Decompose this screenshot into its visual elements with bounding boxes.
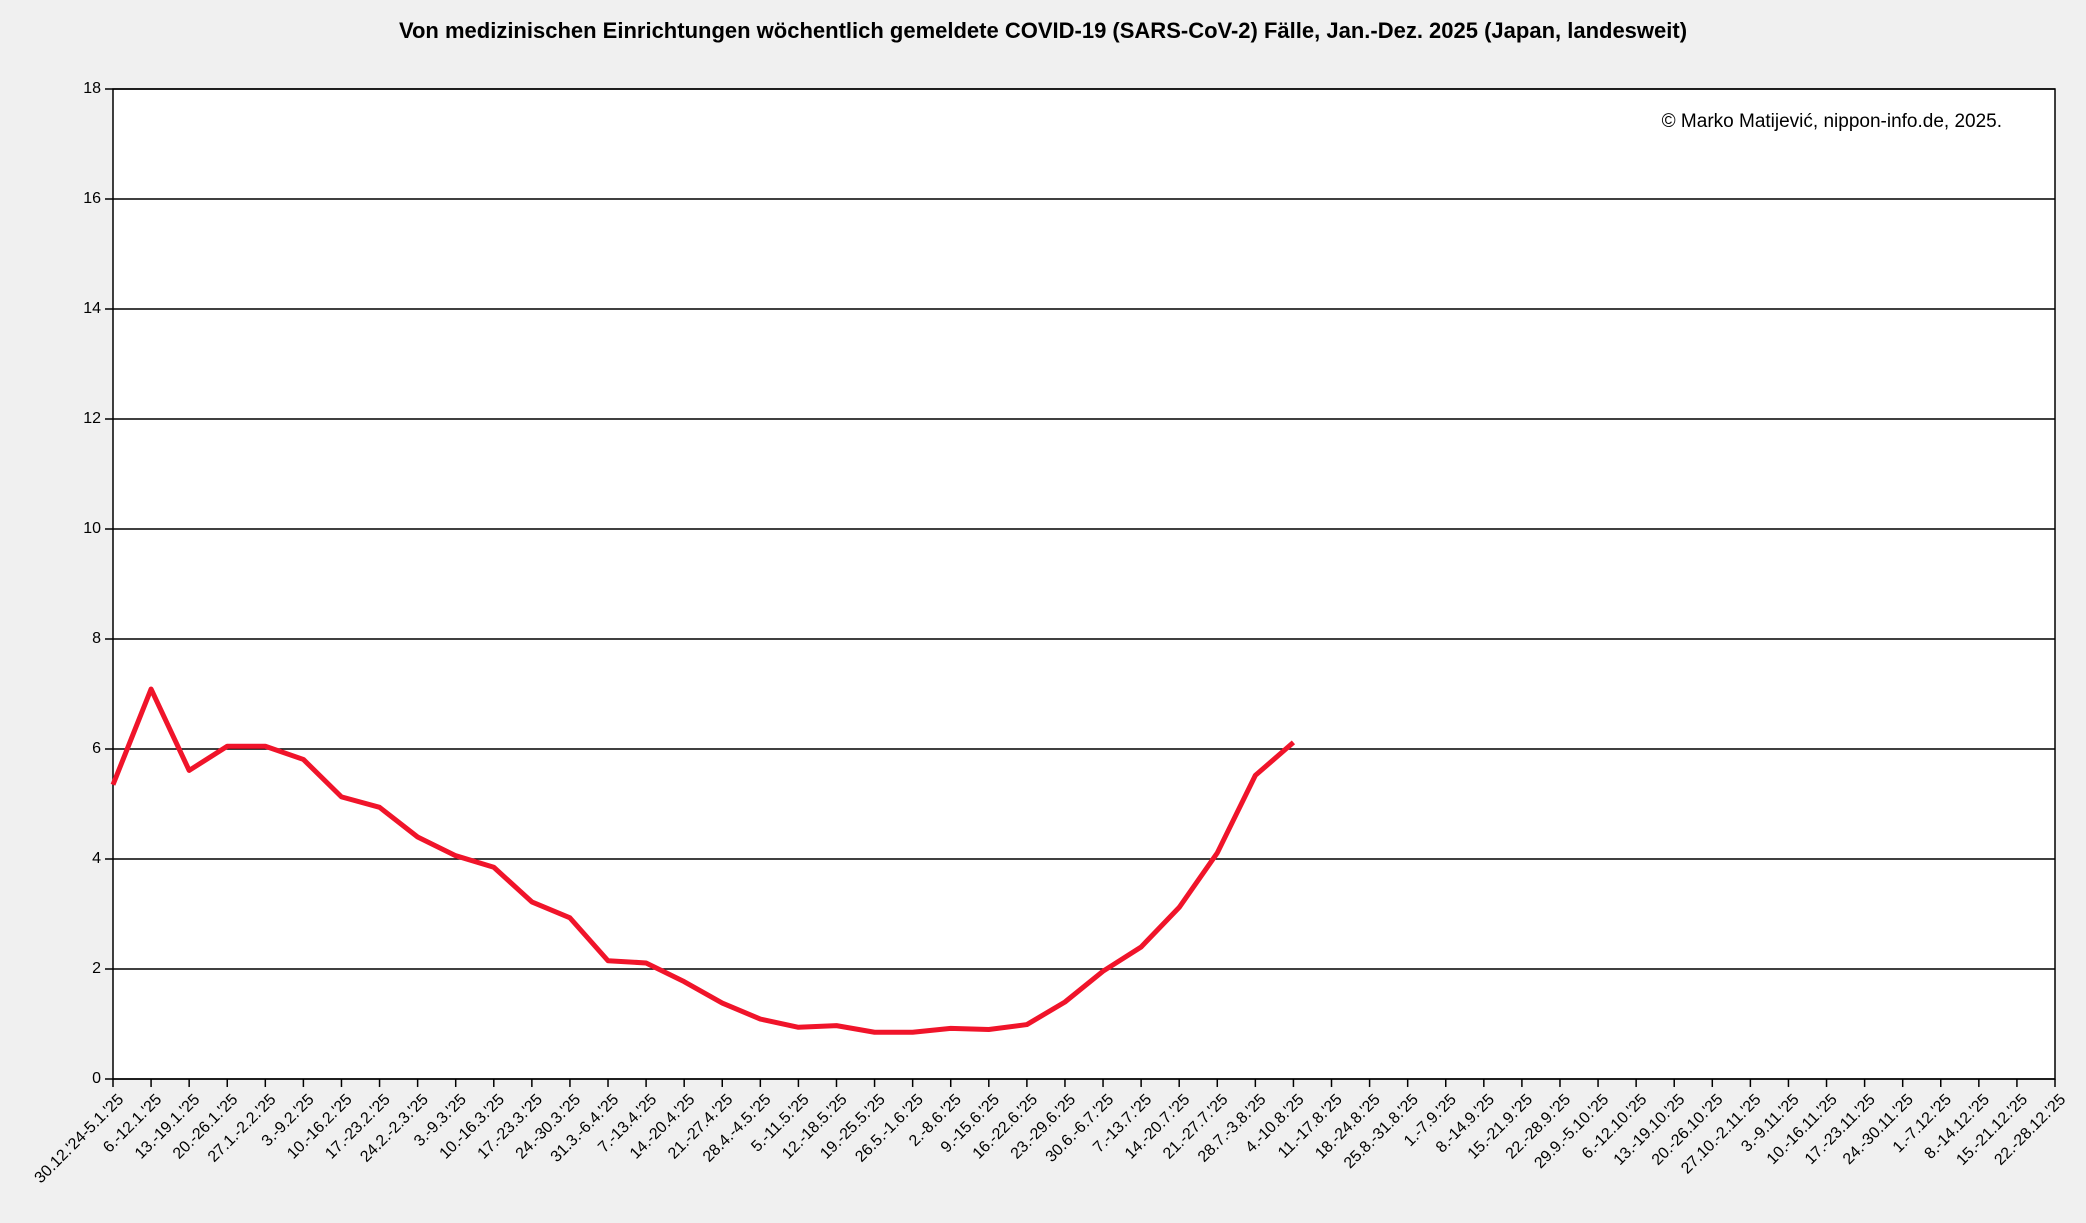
y-tick-label: 0 bbox=[92, 1070, 101, 1087]
annotation: © Marko Matijević, nippon-info.de, 2025. bbox=[1662, 111, 2002, 132]
plot-frame bbox=[112, 88, 2056, 1080]
chart-title: Von medizinischen Einrichtungen wöchentl… bbox=[399, 18, 1687, 43]
y-tick-label: 6 bbox=[92, 740, 101, 757]
y-tick-label: 4 bbox=[92, 850, 101, 867]
y-tick-label: 16 bbox=[83, 190, 101, 207]
y-tick-label: 12 bbox=[83, 410, 101, 427]
y-tick-label: 18 bbox=[83, 80, 101, 97]
y-tick-label: 14 bbox=[83, 300, 101, 317]
y-tick-label: 2 bbox=[92, 960, 101, 977]
y-tick-label: 8 bbox=[92, 630, 101, 647]
plot-area bbox=[113, 89, 2055, 1079]
y-tick-label: 10 bbox=[83, 520, 101, 537]
data-line bbox=[110, 686, 1296, 1035]
